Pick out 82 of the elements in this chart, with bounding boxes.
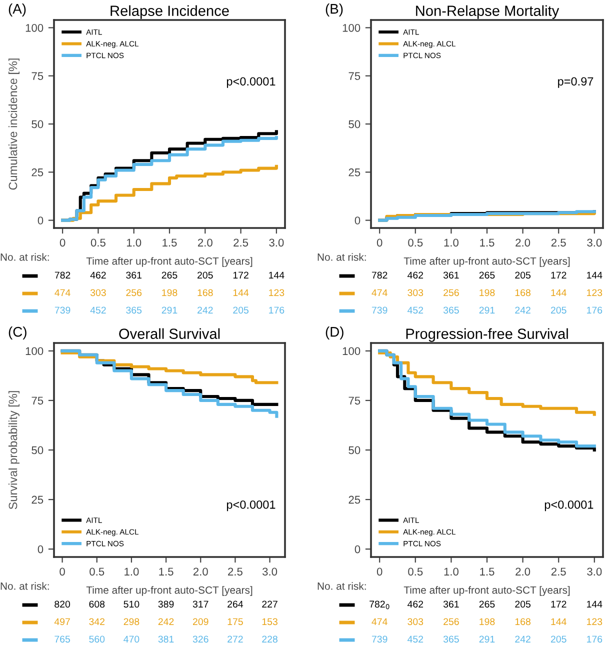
- y-tick-label: 100: [342, 347, 360, 356]
- x-tick-label: 1.5: [162, 238, 177, 247]
- text: (B): [326, 4, 343, 16]
- x-tick-label: 0: [376, 568, 382, 576]
- x-axis-title: Time after up-front auto-SCT [years]: [86, 257, 252, 267]
- chart-title: Relapse Incidence: [110, 5, 229, 19]
- y-tick-label: 25: [348, 496, 360, 504]
- x-tick-label: 0: [60, 568, 65, 576]
- y-tick-label: 50: [32, 120, 44, 128]
- text: 782 462 361 265 205 172 144: [372, 272, 602, 279]
- text: 497 342 298 242 209 175 153: [54, 618, 278, 626]
- x-tick-label: 2.0: [516, 568, 530, 576]
- text: 782$_{0}$ 462 361 265 205 172 144: [370, 600, 602, 610]
- y-tick-label: 0: [38, 216, 44, 224]
- annotation: p<0.0001: [544, 500, 594, 512]
- y-tick-label: 0: [354, 216, 360, 224]
- text: No. at risk:: [318, 253, 366, 261]
- x-tick-label: 1.0: [444, 568, 458, 576]
- x-tick-label: 3.0: [269, 238, 284, 247]
- y-tick-label: 50: [348, 446, 360, 454]
- y-axis-title: Cumulative incidence [%]: [8, 58, 20, 190]
- x-tick-label: 2.5: [551, 568, 566, 576]
- x-tick-label: 2.0: [516, 238, 530, 247]
- annotation: p<0.0001: [226, 500, 276, 512]
- x-tick-label: 0.5: [408, 238, 423, 247]
- x-axis-title: Time after up-front auto-SCT [years]: [86, 586, 252, 596]
- x-tick-label: 1.5: [480, 568, 494, 576]
- text: (C): [8, 326, 26, 340]
- x-axis-title: Time after up-front auto-SCT [years]: [404, 257, 570, 267]
- y-tick-label: 25: [32, 168, 44, 176]
- y-tick-label: 0: [354, 545, 360, 554]
- y-tick-label: 50: [348, 120, 360, 128]
- y-tick-label: 25: [348, 168, 360, 176]
- x-tick-label: 0: [376, 238, 382, 247]
- x-tick-label: 2.5: [228, 568, 242, 576]
- x-tick-label: 1.0: [444, 238, 458, 247]
- y-tick-label: 50: [32, 446, 44, 454]
- x-tick-label: 1.5: [480, 238, 494, 247]
- y-tick-label: 0: [38, 545, 44, 554]
- x-tick-label: 0.5: [90, 568, 104, 576]
- y-tick-label: 25: [32, 496, 44, 504]
- text: No. at risk:: [0, 253, 49, 261]
- y-tick-label: 100: [342, 24, 360, 32]
- text: 820 608 510 389 317 264 227: [54, 600, 278, 608]
- y-tick-label: 75: [348, 396, 360, 405]
- text: 739 452 365 291 242 205 176: [372, 306, 602, 314]
- annotation: p=0.97: [558, 77, 594, 88]
- chart-title: Progression-free Survival: [406, 328, 568, 342]
- x-tick-label: 1.0: [126, 238, 142, 247]
- x-tick-label: 2.0: [193, 568, 208, 576]
- x-tick-label: 0.5: [408, 568, 423, 576]
- x-tick-label: 3.0: [587, 568, 602, 576]
- y-tick-label: 75: [32, 72, 44, 80]
- x-tick-label: 0.5: [90, 238, 106, 247]
- text: 474 303 256 198 168 144 123: [372, 289, 602, 296]
- chart-title: Non-Relapse Mortality: [416, 5, 560, 19]
- text: 739 452 365 291 242 205 176: [54, 306, 284, 314]
- x-tick-label: 2.5: [551, 238, 566, 247]
- chart-title: Overall Survival: [119, 328, 220, 339]
- text: 474 303 256 198 168 144 123: [54, 289, 284, 296]
- x-tick-label: 2.0: [198, 238, 212, 247]
- annotation: p<0.0001: [226, 77, 276, 88]
- y-tick-label: 100: [26, 347, 44, 356]
- text: 474 303 256 198 168 144 123: [372, 618, 602, 626]
- text: (A): [8, 4, 26, 16]
- text: 782 462 361 265 205 172 144: [54, 272, 284, 279]
- x-tick-label: 2.5: [234, 238, 248, 247]
- x-axis-title: Time after up-front auto-SCT [years]: [404, 586, 570, 596]
- text: No. at risk:: [318, 582, 366, 590]
- x-tick-label: 3.0: [587, 238, 602, 247]
- text: 739 452 365 291 242 205 176: [372, 636, 602, 643]
- text: No. at risk:: [0, 582, 49, 590]
- x-tick-label: 1.5: [159, 568, 174, 576]
- y-tick-label: 75: [348, 72, 360, 80]
- y-tick-label: 75: [32, 396, 44, 405]
- x-tick-label: 1.0: [124, 568, 139, 576]
- x-tick-label: 0: [60, 238, 66, 247]
- y-axis-title: Survival probability [%]: [8, 391, 20, 510]
- text: (D): [326, 326, 344, 340]
- text: 765 560 470 381 326 272 228: [54, 636, 278, 643]
- y-tick-label: 100: [26, 24, 44, 32]
- x-tick-label: 3.0: [262, 568, 278, 576]
